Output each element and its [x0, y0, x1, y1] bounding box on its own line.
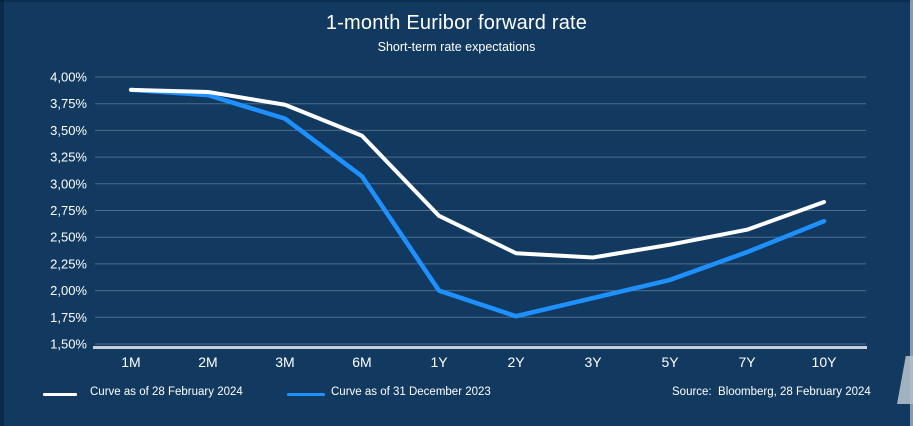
y-tick-label: 1,75%	[50, 310, 87, 325]
legend-label-feb2024: Curve as of 28 February 2024	[90, 386, 243, 398]
chart-subtitle: Short-term rate expectations	[377, 40, 536, 54]
y-tick-label: 3,00%	[50, 176, 87, 191]
slide-left-edge	[0, 0, 4, 426]
y-tick-label: 2,75%	[50, 203, 87, 218]
y-tick-label: 3,75%	[50, 96, 87, 111]
x-tick-label: 7Y	[738, 354, 756, 370]
x-tick-label: 3M	[275, 354, 294, 370]
x-tick-label: 5Y	[661, 354, 679, 370]
legend-label-dec2023: Curve as of 31 December 2023	[331, 386, 491, 398]
y-tick-label: 2,00%	[50, 283, 87, 298]
slide-top-edge	[0, 0, 913, 2]
y-tick-label: 4,00%	[50, 70, 87, 85]
x-tick-label: 2M	[198, 354, 217, 370]
x-tick-label: 3Y	[584, 354, 602, 370]
x-tick-label: 1M	[121, 354, 140, 370]
x-tick-label: 2Y	[507, 354, 525, 370]
legend: Curve as of 28 February 2024 Curve as of…	[0, 384, 913, 404]
legend-swatch-dec2023	[287, 393, 325, 396]
x-tick-label: 10Y	[812, 354, 838, 370]
chart-title: 1-month Euribor forward rate	[325, 12, 588, 34]
x-tick-label: 1Y	[430, 354, 448, 370]
x-tick-label: 6M	[352, 354, 371, 370]
y-tick-label: 2,50%	[50, 230, 87, 245]
y-tick-label: 3,50%	[50, 123, 87, 138]
y-tick-label: 1,50%	[50, 337, 87, 352]
slide-right-edge	[910, 0, 913, 426]
series-line-dec2023	[128, 87, 827, 319]
source-note: Source: Bloomberg, 28 February 2024	[672, 386, 871, 398]
legend-swatch-feb2024	[43, 393, 77, 396]
y-tick-label: 2,25%	[50, 256, 87, 271]
y-tick-label: 3,25%	[50, 150, 87, 165]
series-line-feb2024	[129, 87, 826, 260]
